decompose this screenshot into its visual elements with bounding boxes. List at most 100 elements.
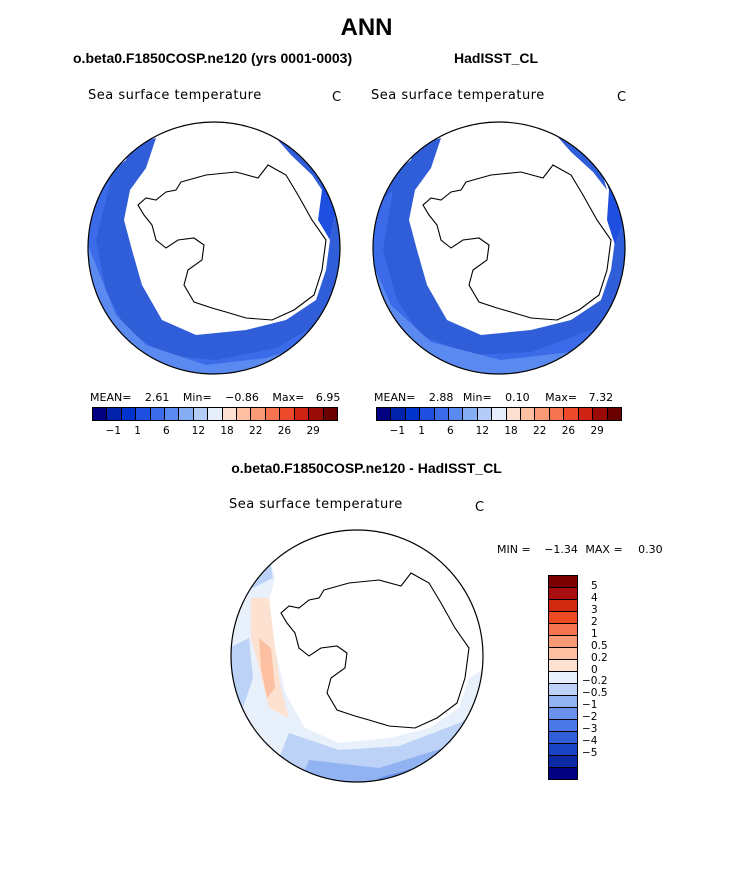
panel-2-variable: Sea surface temperature <box>371 88 545 103</box>
panel-2-max-label: Max= <box>545 391 578 404</box>
panel-1-max-label: Max= <box>272 391 305 404</box>
panel-2-mean-label: MEAN= <box>374 391 416 404</box>
panel-2-units: C <box>617 90 627 105</box>
colorbar-tick-label: 18 <box>220 425 234 437</box>
colorbar-tick-label: 5 <box>591 579 598 592</box>
colorbar-swatch <box>391 408 406 420</box>
colorbar-swatch <box>549 768 577 779</box>
colorbar-swatch <box>593 408 608 420</box>
colorbar-tick-label: 18 <box>504 425 518 437</box>
panel-1-min-label: Min= <box>182 391 212 404</box>
colorbar-swatch <box>265 408 281 420</box>
colorbar-swatch <box>549 600 577 612</box>
colorbar-swatch <box>280 408 295 420</box>
colorbar-tick-label: 1 <box>591 627 598 640</box>
colorbar-swatch <box>549 648 577 660</box>
colorbar-tick-label: 0.2 <box>591 651 608 664</box>
panel-2-map <box>372 121 626 375</box>
colorbar-tick-label: 4 <box>591 591 598 604</box>
colorbar-swatch <box>405 408 421 420</box>
colorbar-swatch <box>549 696 577 708</box>
colorbar-swatch <box>549 636 577 648</box>
colorbar-swatch <box>506 408 522 420</box>
difference-subtitle: o.beta0.F1850COSP.ne120 - HadISST_CL <box>231 460 502 476</box>
colorbar-swatch <box>222 408 238 420</box>
difference-min-label: MIN = <box>497 543 531 556</box>
colorbar-swatch <box>107 408 122 420</box>
colorbar-tick-label: 12 <box>475 425 490 437</box>
colorbar-tick-label: −2 <box>582 711 598 724</box>
panel-2-subtitle: HadISST_CL <box>454 50 539 66</box>
panel-2-mean: 2.88 <box>428 391 454 404</box>
colorbar-tick-label: −1 <box>582 699 598 712</box>
colorbar-swatch <box>309 408 324 420</box>
colorbar-swatch <box>549 660 577 672</box>
colorbar-tick-label: −0.2 <box>582 675 608 688</box>
colorbar-swatch <box>420 408 435 420</box>
colorbar-swatch <box>377 408 392 420</box>
panel-2-min-label: Min= <box>462 391 492 404</box>
colorbar-swatch <box>449 408 464 420</box>
difference-map <box>230 529 484 783</box>
colorbar-swatch <box>549 672 577 684</box>
panel-1-min: −0.86 <box>225 391 259 404</box>
panel-2-min: 0.10 <box>505 391 530 404</box>
colorbar-swatch <box>165 408 180 420</box>
colorbar-swatch <box>492 408 507 420</box>
colorbar-swatch <box>208 408 223 420</box>
difference-min: −1.34 <box>544 543 578 556</box>
colorbar-tick-label: 0.5 <box>591 639 608 652</box>
colorbar-tick-label: −1 <box>105 425 121 437</box>
difference-max: 0.30 <box>638 543 663 556</box>
colorbar-tick-label: −4 <box>582 735 598 748</box>
colorbar-tick-label: 29 <box>306 425 320 437</box>
panel-2-colorbar <box>376 407 622 421</box>
colorbar-swatch <box>578 408 594 420</box>
colorbar-swatch <box>549 708 577 720</box>
panel-1-mean-label: MEAN= <box>90 391 132 404</box>
colorbar-swatch <box>549 408 565 420</box>
colorbar-swatch <box>150 408 166 420</box>
panel-1-subtitle: o.beta0.F1850COSP.ne120 (yrs 0001-0003) <box>73 50 353 66</box>
panel-2-max: 7.32 <box>588 391 614 404</box>
colorbar-swatch <box>251 408 266 420</box>
colorbar-swatch <box>193 408 209 420</box>
colorbar-tick-label: 26 <box>561 425 576 437</box>
difference-variable: Sea surface temperature <box>229 497 403 512</box>
colorbar-swatch <box>549 576 577 588</box>
colorbar-swatch <box>549 588 577 600</box>
colorbar-tick-label: −5 <box>582 747 598 760</box>
difference-max-label: MAX = <box>585 543 623 556</box>
colorbar-swatch <box>136 408 151 420</box>
colorbar-swatch <box>607 408 621 420</box>
colorbar-tick-label: 26 <box>277 425 292 437</box>
colorbar-tick-label: 1 <box>134 425 141 437</box>
colorbar-swatch <box>477 408 493 420</box>
difference-units: C <box>475 500 485 515</box>
colorbar-tick-label: −0.5 <box>582 687 608 700</box>
colorbar-swatch <box>549 612 577 624</box>
colorbar-tick-label: 12 <box>191 425 206 437</box>
colorbar-tick-label: 22 <box>533 425 547 437</box>
figure-title: ANN <box>340 14 393 41</box>
colorbar-tick-label: 2 <box>591 615 598 628</box>
colorbar-swatch <box>294 408 310 420</box>
colorbar-swatch <box>549 720 577 732</box>
panel-1-max: 6.95 <box>315 391 341 404</box>
colorbar-tick-label: 1 <box>418 425 425 437</box>
colorbar-swatch <box>121 408 137 420</box>
colorbar-swatch <box>237 408 252 420</box>
colorbar-swatch <box>434 408 450 420</box>
panel-1-colorbar <box>92 407 338 421</box>
colorbar-swatch <box>93 408 108 420</box>
colorbar-swatch <box>179 408 194 420</box>
colorbar-tick-label: −1 <box>389 425 405 437</box>
colorbar-swatch <box>535 408 550 420</box>
panel-1-variable: Sea surface temperature <box>88 88 262 103</box>
colorbar-swatch <box>521 408 536 420</box>
colorbar-tick-label: −3 <box>582 723 598 736</box>
colorbar-tick-label: 6 <box>162 425 170 437</box>
colorbar-tick-label: 6 <box>446 425 454 437</box>
difference-colorbar <box>548 575 578 780</box>
colorbar-tick-label: 29 <box>590 425 604 437</box>
